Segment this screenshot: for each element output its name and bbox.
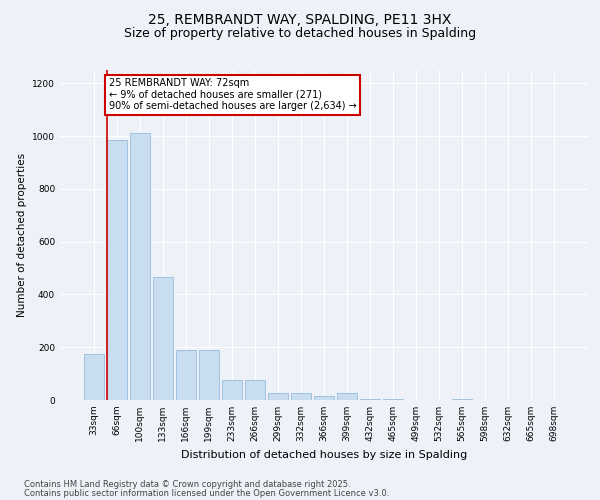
Bar bbox=[337, 394, 357, 400]
Bar bbox=[153, 277, 173, 400]
Bar bbox=[452, 398, 472, 400]
Text: Contains HM Land Registry data © Crown copyright and database right 2025.: Contains HM Land Registry data © Crown c… bbox=[24, 480, 350, 489]
Bar bbox=[84, 354, 104, 400]
Bar bbox=[268, 394, 288, 400]
Bar bbox=[107, 140, 127, 400]
Text: Size of property relative to detached houses in Spalding: Size of property relative to detached ho… bbox=[124, 28, 476, 40]
Bar bbox=[360, 398, 380, 400]
Bar bbox=[245, 380, 265, 400]
Y-axis label: Number of detached properties: Number of detached properties bbox=[17, 153, 26, 317]
Bar bbox=[199, 350, 218, 400]
Bar bbox=[130, 134, 149, 400]
Bar bbox=[176, 350, 196, 400]
X-axis label: Distribution of detached houses by size in Spalding: Distribution of detached houses by size … bbox=[181, 450, 467, 460]
Bar bbox=[291, 394, 311, 400]
Text: 25, REMBRANDT WAY, SPALDING, PE11 3HX: 25, REMBRANDT WAY, SPALDING, PE11 3HX bbox=[148, 12, 452, 26]
Bar bbox=[314, 396, 334, 400]
Bar bbox=[222, 380, 242, 400]
Text: 25 REMBRANDT WAY: 72sqm
← 9% of detached houses are smaller (271)
90% of semi-de: 25 REMBRANDT WAY: 72sqm ← 9% of detached… bbox=[109, 78, 356, 111]
Text: Contains public sector information licensed under the Open Government Licence v3: Contains public sector information licen… bbox=[24, 489, 389, 498]
Bar bbox=[383, 398, 403, 400]
